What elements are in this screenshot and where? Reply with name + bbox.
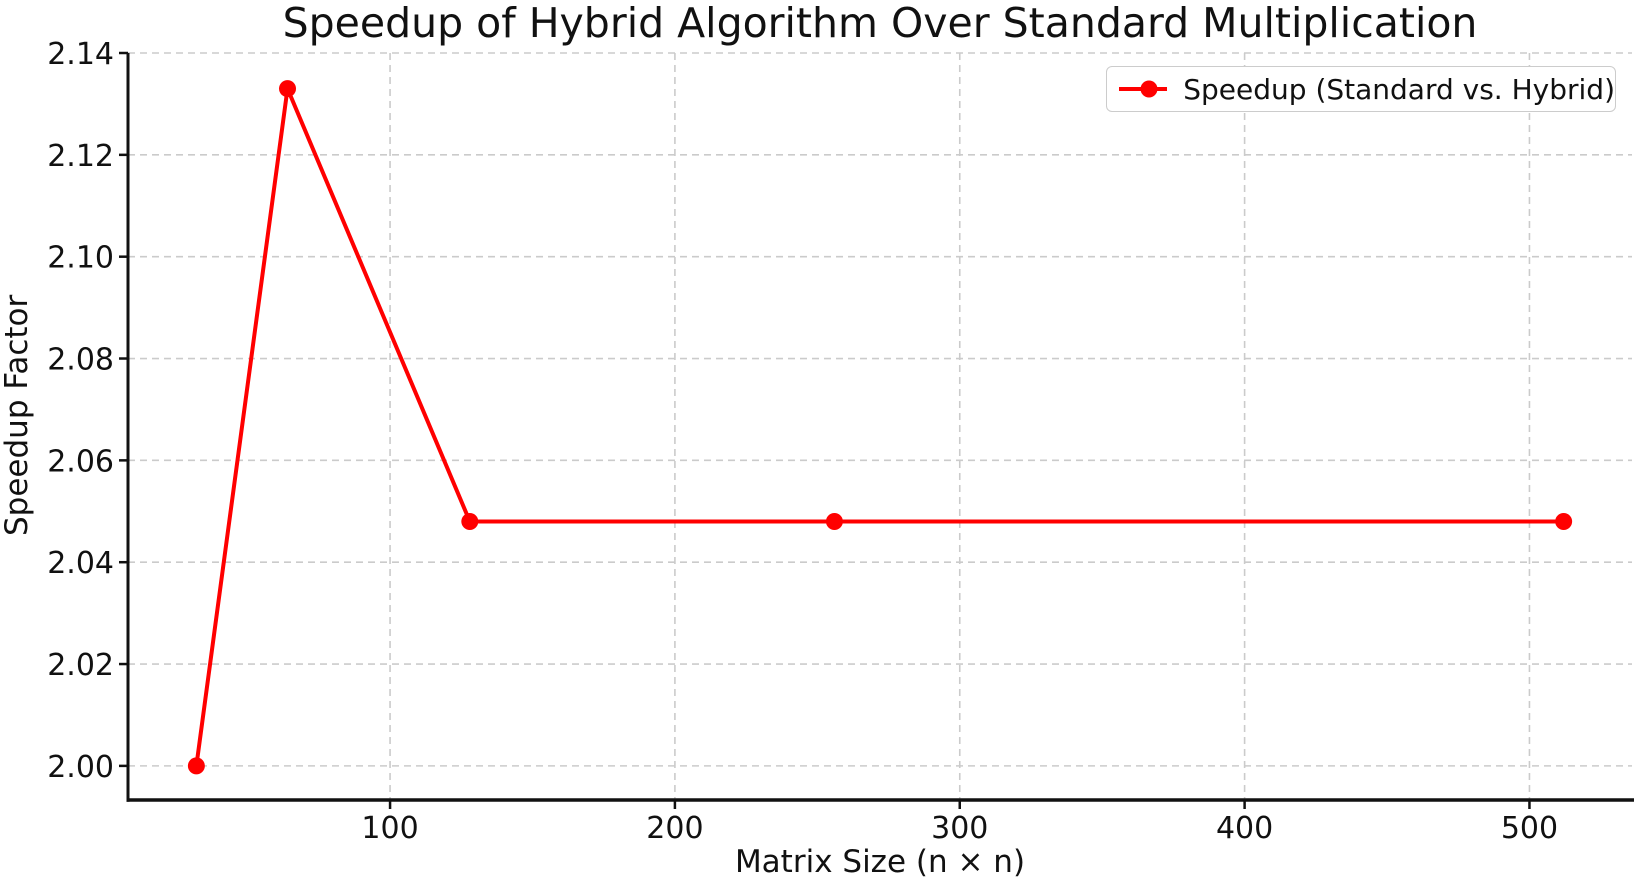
y-tick-label-2.12: 2.12	[47, 139, 114, 174]
y-tick-label-2.08: 2.08	[47, 343, 114, 378]
x-tick-label-300: 300	[931, 811, 988, 846]
data-point-128	[461, 512, 479, 530]
data-point-256	[825, 512, 843, 530]
data-point-64	[279, 80, 297, 98]
chart-title: Speedup of Hybrid Algorithm Over Standar…	[282, 0, 1478, 47]
x-axis-label: Matrix Size (n × n)	[734, 844, 1026, 880]
x-tick-label-200: 200	[646, 811, 703, 846]
x-tick-label-400: 400	[1216, 811, 1273, 846]
x-tick-label-500: 500	[1501, 811, 1558, 846]
legend-entry-label: Speedup (Standard vs. Hybrid)	[1183, 72, 1615, 106]
legend-line-sample	[1119, 80, 1168, 98]
data-point-32	[187, 757, 205, 775]
y-tick-label-2.00: 2.00	[47, 750, 114, 785]
y-axis-label: Speedup Factor	[0, 294, 35, 536]
data-point-512	[1555, 512, 1573, 530]
legend-sample-marker	[1140, 80, 1158, 98]
legend: Speedup (Standard vs. Hybrid)	[1106, 66, 1616, 112]
y-tick-label-2.04: 2.04	[47, 546, 114, 581]
y-tick-label-2.10: 2.10	[47, 241, 114, 276]
y-tick-label-2.14: 2.14	[47, 37, 114, 72]
y-tick-label-2.06: 2.06	[47, 444, 114, 479]
y-tick-label-2.02: 2.02	[47, 648, 114, 683]
x-tick-label-100: 100	[361, 811, 418, 846]
